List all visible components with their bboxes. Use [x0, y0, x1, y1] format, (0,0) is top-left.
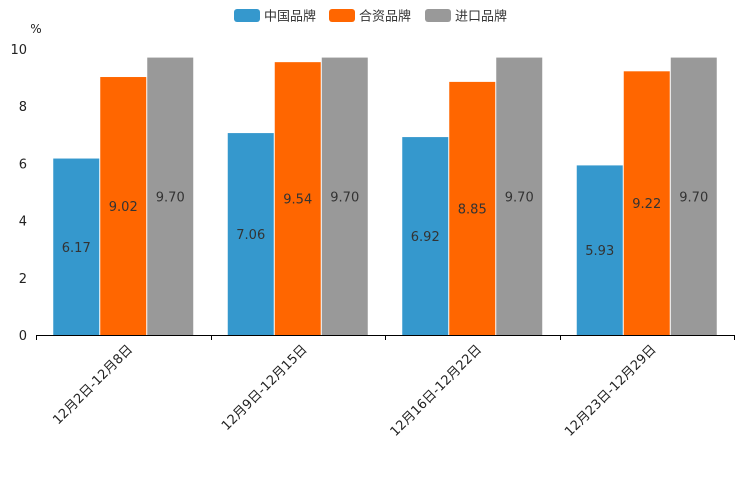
- data-label: 9.70: [330, 190, 359, 205]
- data-label: 6.92: [411, 230, 440, 245]
- bar-3-4: [670, 57, 717, 336]
- data-label: 9.70: [156, 190, 185, 205]
- y-tick-label: 6: [19, 157, 27, 172]
- bar-2-3: [449, 81, 496, 335]
- data-label: 9.54: [283, 193, 312, 208]
- bar-1-4: [576, 165, 623, 335]
- data-label: 9.70: [505, 190, 534, 205]
- legend-label-3: 进口品牌: [455, 9, 507, 25]
- y-tick-label: 2: [19, 272, 27, 287]
- bar-3-1: [147, 57, 194, 336]
- bar-2-2: [274, 62, 321, 335]
- bar-2-4: [623, 71, 670, 336]
- x-tick-label: 12月2日-12月8日: [50, 342, 136, 428]
- bar-1-3: [402, 137, 449, 335]
- data-label: 9.70: [679, 190, 708, 205]
- bar-3-2: [321, 57, 368, 336]
- x-tick-label: 12月9日-12月15日: [219, 342, 311, 434]
- bars: [53, 57, 717, 336]
- data-label: 6.17: [62, 241, 91, 256]
- legend: 中国品牌 合资品牌 进口品牌: [234, 9, 507, 25]
- x-tick-label: 12月16日-12月22日: [388, 342, 485, 439]
- bar-1-2: [227, 133, 274, 335]
- y-axis: 0 2 4 6 8 10: [10, 43, 27, 344]
- data-labels: 6.17 9.02 9.70 7.06 9.54 9.70 6.92 8.85 9.70 5.93…: [62, 190, 708, 259]
- x-axis: 12月2日-12月8日 12月9日-12月15日 12月16日-12月22日 12月2…: [36, 335, 735, 440]
- legend-swatch-1: [234, 9, 260, 22]
- data-label: 7.06: [236, 228, 265, 243]
- legend-swatch-2: [329, 9, 355, 22]
- data-label: 5.93: [585, 244, 614, 259]
- legend-label-1: 中国品牌: [264, 9, 316, 25]
- y-tick-label: 10: [10, 43, 27, 58]
- x-tick-label: 12月23日-12月29日: [562, 342, 659, 439]
- data-label: 8.85: [458, 202, 487, 217]
- bar-3-3: [496, 57, 543, 336]
- legend-label-2: 合资品牌: [359, 9, 411, 25]
- bar-1-1: [53, 158, 100, 335]
- y-tick-label: 8: [19, 100, 27, 115]
- legend-swatch-3: [425, 9, 451, 22]
- y-tick-label: 0: [19, 329, 27, 344]
- y-axis-unit: %: [30, 22, 41, 36]
- bar-2-1: [100, 77, 147, 335]
- y-tick-label: 4: [19, 215, 27, 230]
- data-label: 9.02: [109, 200, 138, 215]
- data-label: 9.22: [632, 197, 661, 212]
